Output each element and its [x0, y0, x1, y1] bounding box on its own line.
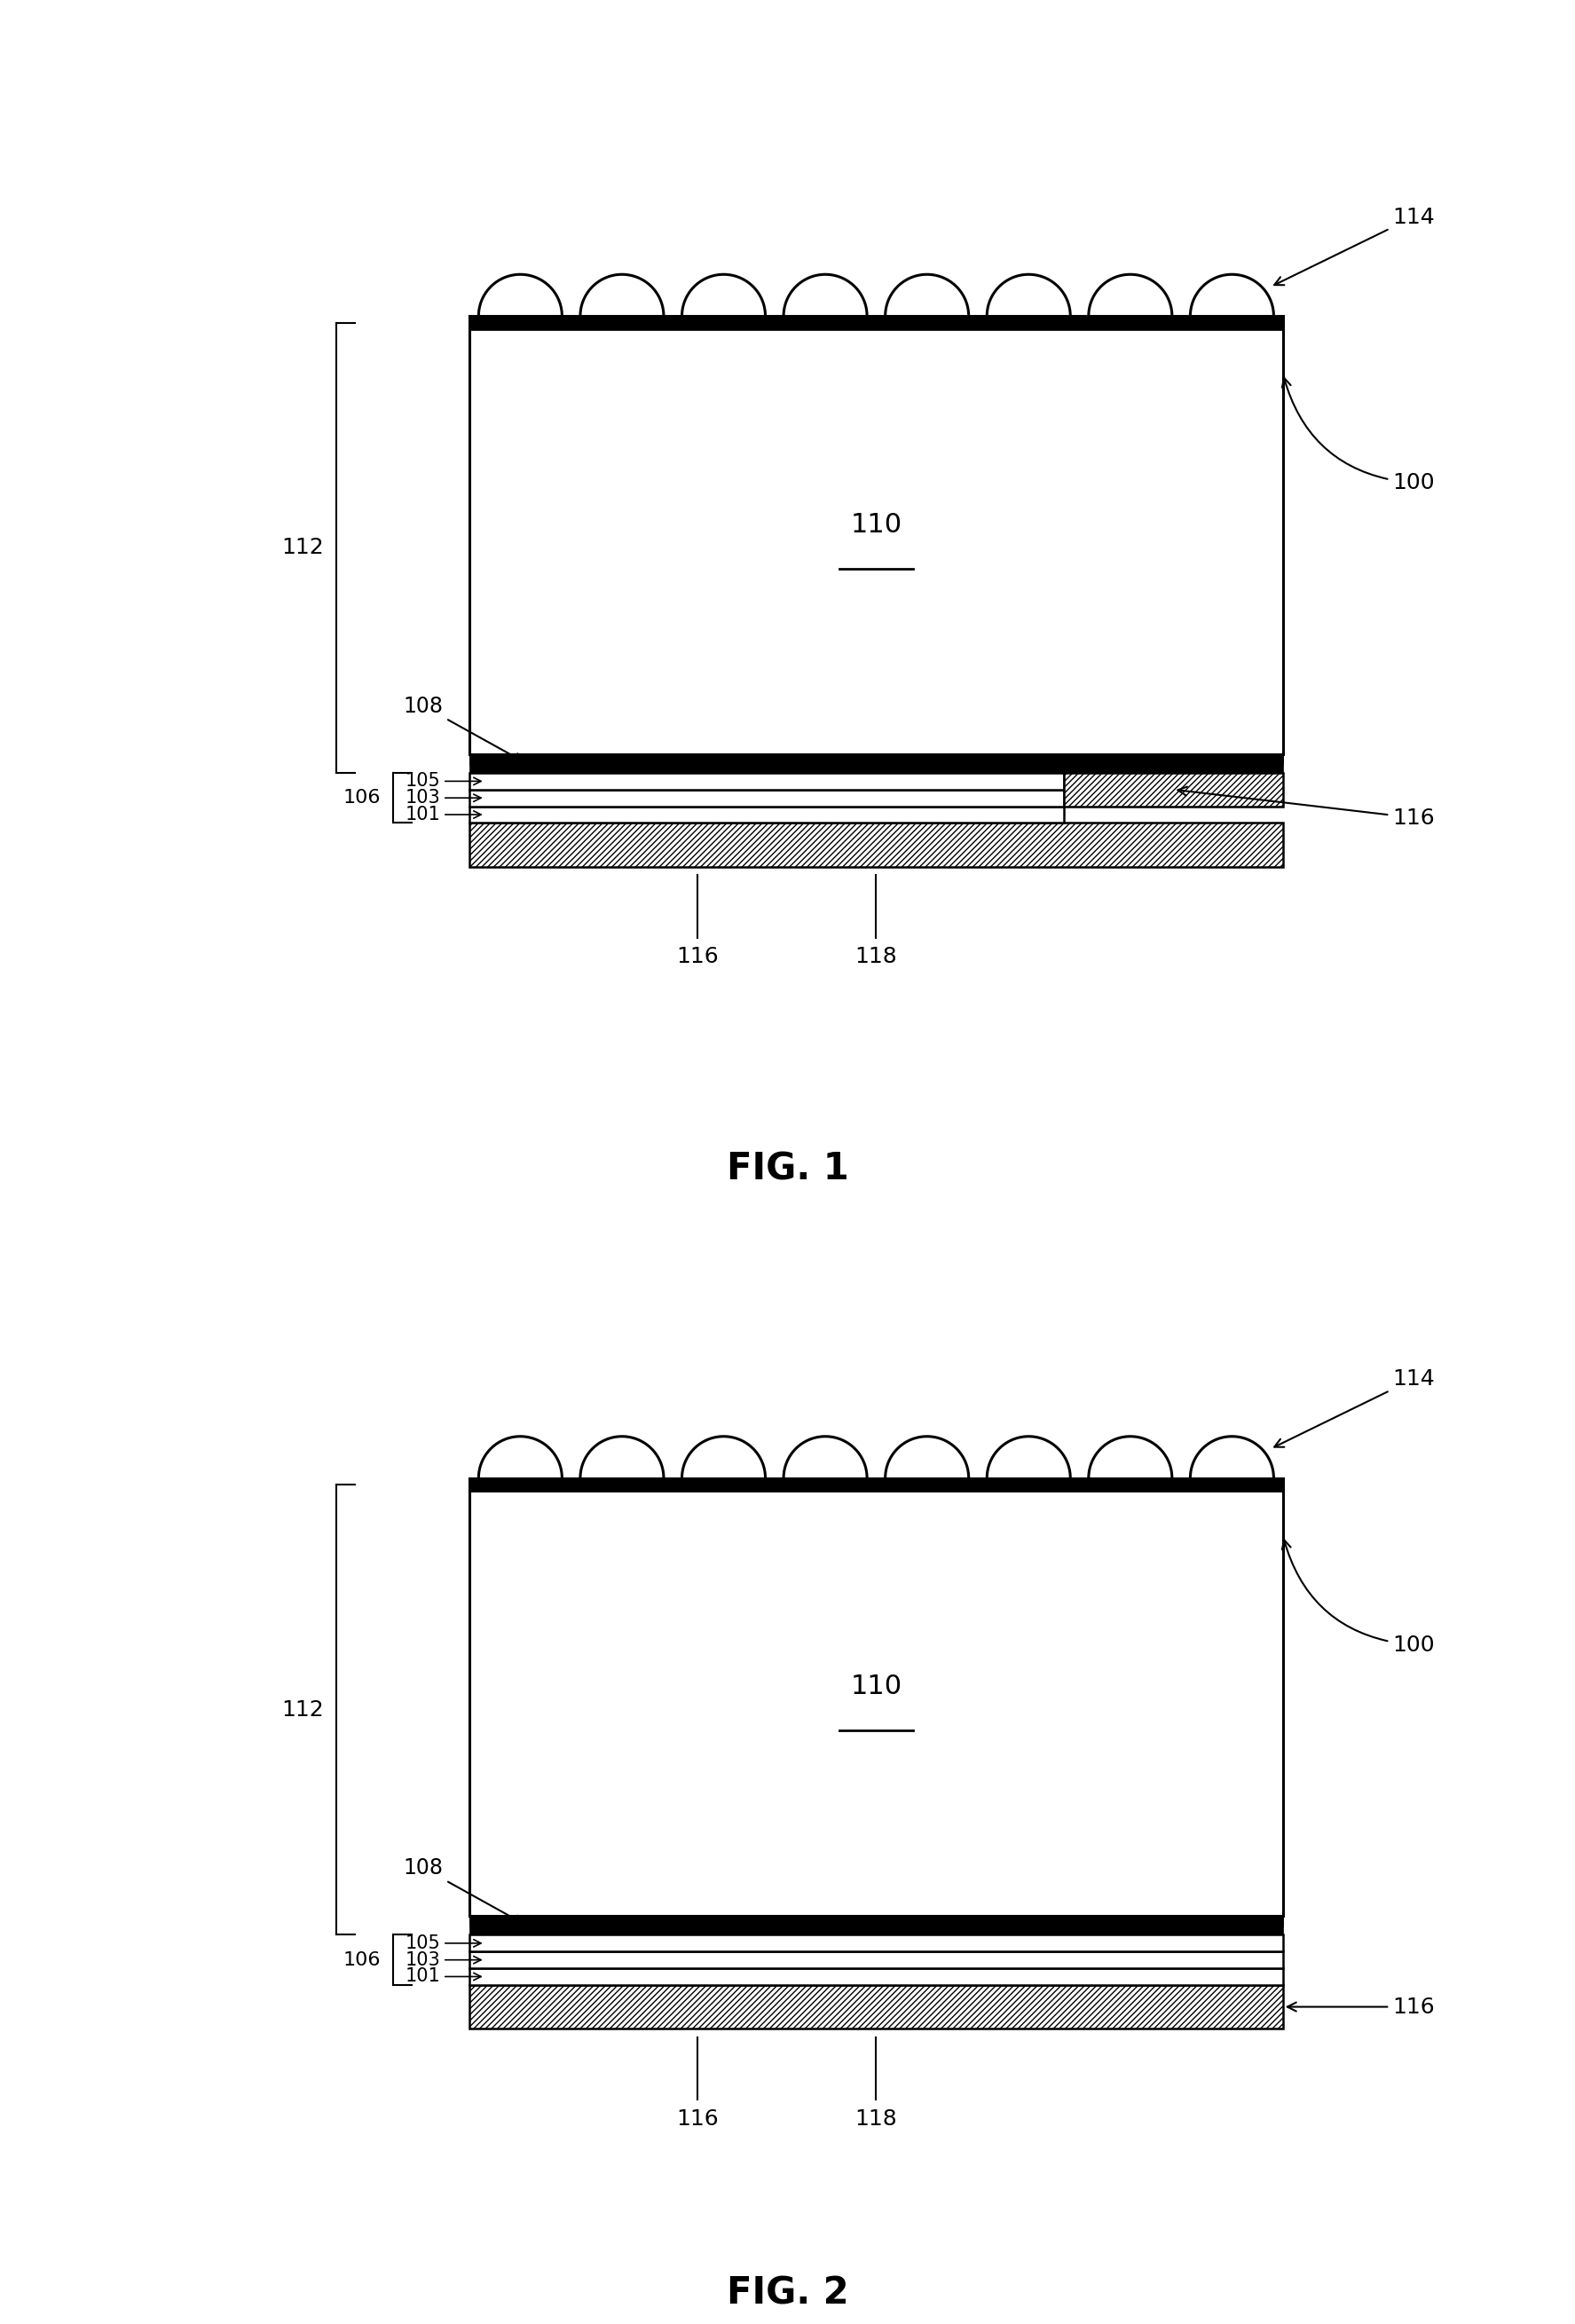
Bar: [469, 1952, 1282, 1968]
Text: 106: 106: [343, 1952, 381, 1968]
Text: 103: 103: [405, 1952, 480, 1968]
Text: 118: 118: [855, 946, 898, 967]
Bar: [469, 806, 1063, 823]
Text: 114: 114: [1274, 207, 1435, 286]
Text: 112: 112: [280, 1699, 323, 1720]
Text: 105: 105: [405, 772, 480, 790]
Bar: [469, 1985, 1282, 2029]
Bar: [469, 316, 1282, 330]
Bar: [469, 1478, 1282, 1915]
Text: 100: 100: [1282, 379, 1435, 493]
Bar: [469, 1936, 1282, 1952]
Bar: [469, 1915, 1282, 1927]
Text: 116: 116: [1178, 788, 1435, 827]
Text: 103: 103: [405, 790, 480, 806]
Bar: [469, 316, 1282, 753]
Bar: [469, 823, 1282, 867]
Text: 116: 116: [1287, 1996, 1435, 2017]
Text: 105: 105: [405, 1934, 480, 1952]
Text: 114: 114: [1274, 1369, 1435, 1448]
Text: 110: 110: [851, 1673, 902, 1699]
Text: FIG. 1: FIG. 1: [726, 1150, 849, 1188]
Text: 100: 100: [1282, 1541, 1435, 1655]
Bar: [469, 753, 1282, 774]
Text: 106: 106: [343, 790, 381, 806]
Text: FIG. 2: FIG. 2: [726, 2275, 849, 2312]
Text: 118: 118: [855, 2108, 898, 2129]
Text: 110: 110: [851, 511, 902, 537]
Bar: [469, 1915, 1282, 1936]
Text: 101: 101: [405, 1968, 480, 1985]
Text: 108: 108: [403, 1857, 523, 1924]
Bar: [1063, 774, 1282, 806]
Bar: [469, 790, 1063, 806]
Text: 101: 101: [405, 806, 480, 823]
Bar: [469, 774, 1063, 790]
Bar: [469, 1968, 1282, 1985]
Bar: [469, 753, 1282, 765]
Text: 116: 116: [676, 946, 718, 967]
Text: 112: 112: [280, 537, 323, 558]
Bar: [469, 1478, 1282, 1492]
Text: 108: 108: [403, 695, 523, 762]
Text: 116: 116: [676, 2108, 718, 2129]
